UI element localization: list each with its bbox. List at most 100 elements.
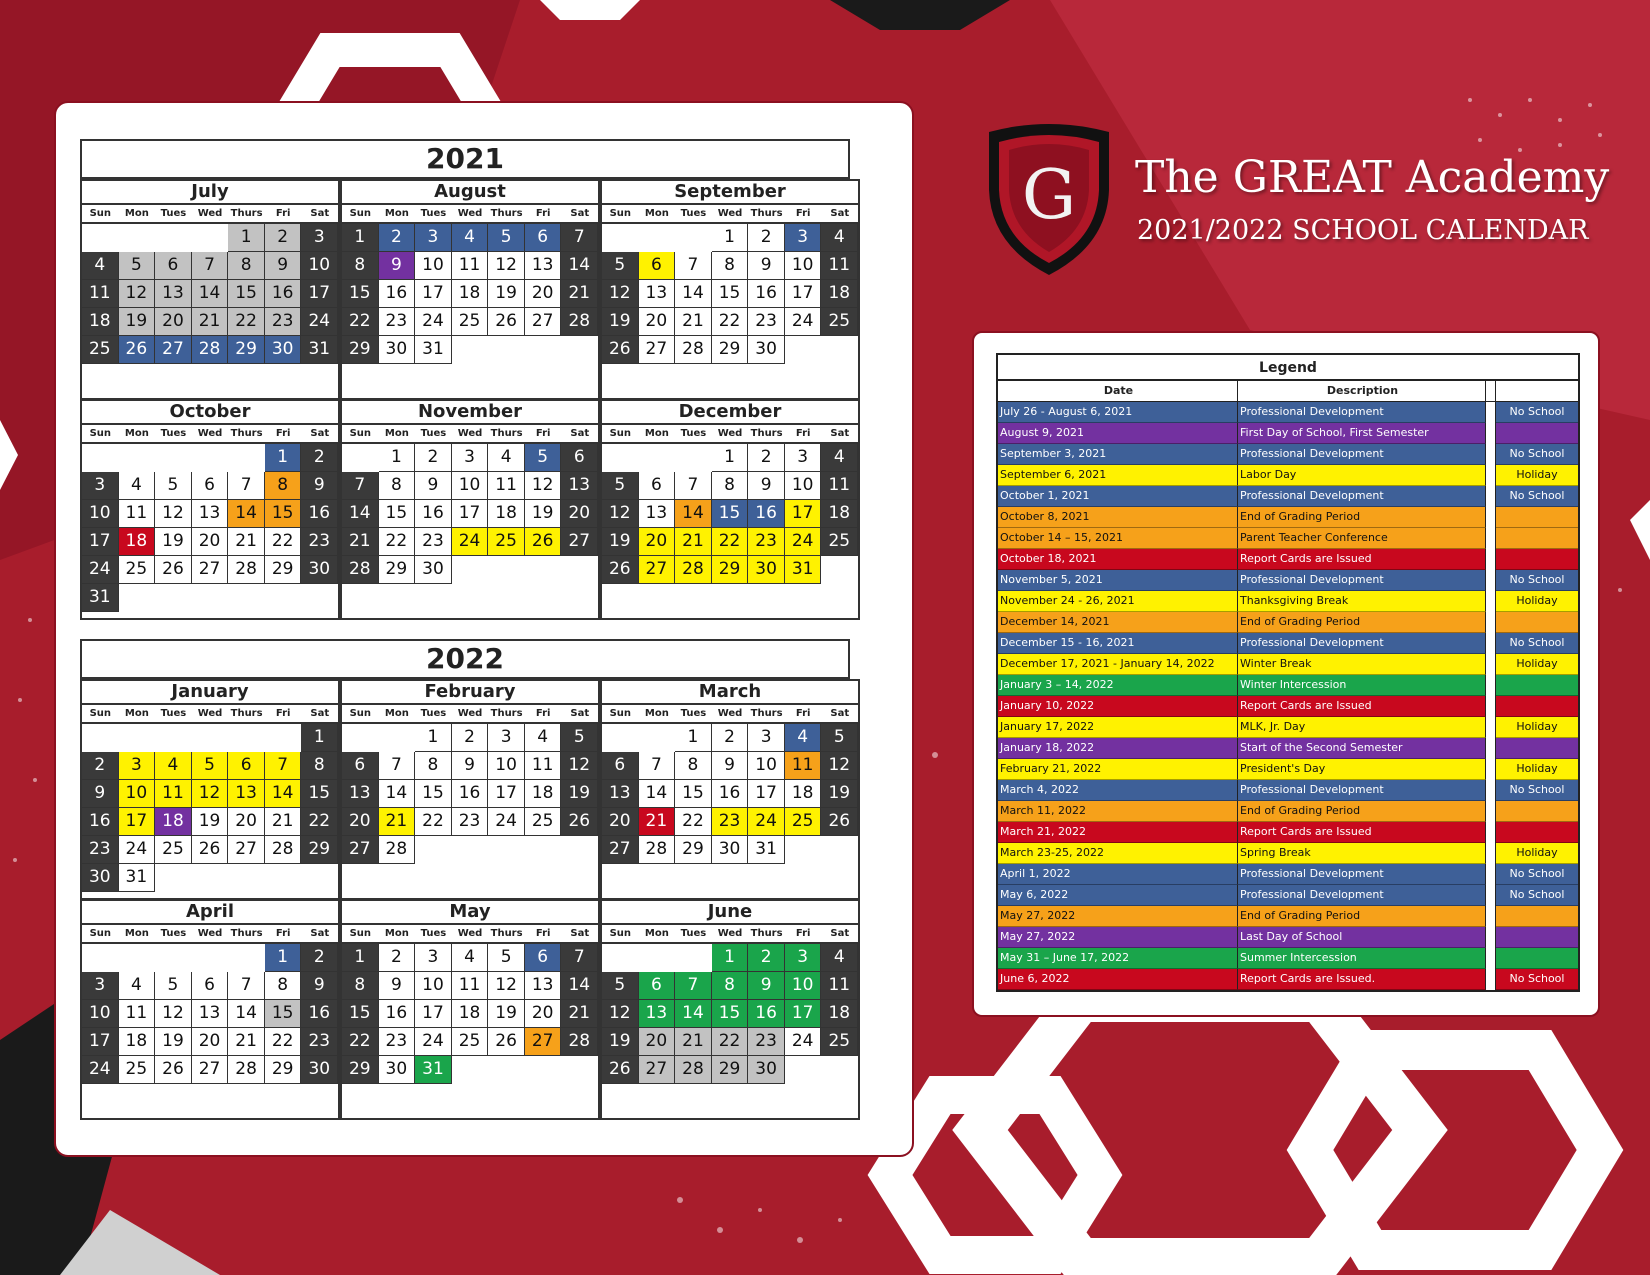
legend-row: December 15 - 16, 2021 Professional Devel… bbox=[998, 633, 1578, 654]
day-cell: 22 bbox=[378, 528, 416, 556]
day-cell: 10 bbox=[415, 252, 452, 280]
month-name: September bbox=[602, 181, 858, 205]
day-cell: 16 bbox=[301, 1000, 339, 1028]
legend-date: January 17, 2022 bbox=[998, 717, 1238, 738]
day-cell: 5 bbox=[561, 724, 599, 752]
weekday-label: Mon bbox=[384, 208, 409, 219]
empty-day-cell bbox=[675, 224, 712, 252]
day-cell: 2 bbox=[301, 444, 339, 472]
legend-date: February 21, 2022 bbox=[998, 759, 1238, 780]
day-cell: 13 bbox=[342, 780, 379, 808]
day-cell: 26 bbox=[155, 556, 192, 584]
weekday-label: Thurs bbox=[230, 928, 263, 939]
empty-day-cell bbox=[452, 556, 489, 584]
day-cell: 22 bbox=[415, 808, 452, 836]
legend-row: October 14 – 15, 2021 Parent Teacher Conf… bbox=[998, 528, 1578, 549]
day-cell: 10 bbox=[748, 752, 785, 780]
day-cell: 8 bbox=[264, 472, 302, 500]
legend-date: March 4, 2022 bbox=[998, 780, 1238, 801]
legend-row: November 5, 2021 Professional Development… bbox=[998, 570, 1578, 591]
day-cell: 15 bbox=[228, 280, 265, 308]
day-cell: 2 bbox=[748, 944, 785, 972]
day-cell: 4 bbox=[821, 224, 859, 252]
empty-day-cell bbox=[821, 336, 858, 364]
empty-day-cell bbox=[301, 864, 338, 892]
weekday-header-row: Sun Mon Tues Wed Thurs Fri Sat bbox=[602, 705, 858, 724]
weekday-label: Sat bbox=[570, 928, 590, 939]
day-cell: 28 bbox=[342, 556, 379, 584]
legend-description: Spring Break bbox=[1238, 843, 1486, 864]
day-cell: 22 bbox=[301, 808, 339, 836]
legend-description: Winter Break bbox=[1238, 654, 1486, 675]
day-cell: 19 bbox=[488, 1000, 525, 1028]
week-row: 19 20 21 22 23 24 25 bbox=[602, 308, 859, 336]
day-cell: 6 bbox=[191, 472, 229, 500]
day-cell: 5 bbox=[602, 472, 639, 500]
legend-status: No School bbox=[1496, 486, 1578, 507]
day-cell: 27 bbox=[191, 1056, 229, 1084]
legend-row: October 18, 2021 Report Cards are Issued bbox=[998, 549, 1578, 570]
legend-row: March 21, 2022 Report Cards are Issued bbox=[998, 822, 1578, 843]
day-cell: 11 bbox=[451, 252, 489, 280]
day-cell: 15 bbox=[378, 500, 416, 528]
week-row: 4 5 6 7 8 9 10 bbox=[82, 252, 339, 280]
day-cell: 25 bbox=[451, 308, 489, 336]
day-cell: 7 bbox=[675, 472, 712, 500]
legend-description: End of Grading Period bbox=[1238, 906, 1486, 927]
weekday-label: Wed bbox=[457, 928, 483, 939]
day-cell: 9 bbox=[82, 780, 119, 808]
day-cell: 18 bbox=[451, 280, 489, 308]
day-cell: 3 bbox=[784, 444, 822, 472]
month-name: November bbox=[342, 401, 598, 425]
day-cell: 25 bbox=[821, 528, 859, 556]
empty-day-cell bbox=[119, 584, 156, 612]
day-cell: 10 bbox=[82, 500, 119, 528]
day-cell: 20 bbox=[191, 528, 229, 556]
weekday-header-row: Sun Mon Tues Wed Thurs Fri Sat bbox=[82, 205, 338, 224]
legend-spacer bbox=[1486, 843, 1496, 864]
day-cell: 30 bbox=[711, 836, 749, 864]
legend-row: January 3 – 14, 2022 Winter Intercession bbox=[998, 675, 1578, 696]
empty-day-cell bbox=[155, 944, 192, 972]
day-cell: 22 bbox=[711, 1028, 749, 1056]
legend-description: Professional Development bbox=[1238, 885, 1486, 906]
day-cell: 17 bbox=[415, 280, 452, 308]
day-cell: 10 bbox=[415, 972, 452, 1000]
legend-description: Thanksgiving Break bbox=[1238, 591, 1486, 612]
day-cell: 21 bbox=[264, 808, 302, 836]
weekday-label: Sat bbox=[570, 708, 590, 719]
day-cell: 16 bbox=[451, 780, 489, 808]
day-cell: 14 bbox=[342, 500, 379, 528]
week-row: 14 15 16 17 18 19 20 bbox=[342, 500, 599, 528]
day-cell: 4 bbox=[118, 472, 156, 500]
day-cell: 4 bbox=[451, 944, 489, 972]
day-cell: 11 bbox=[821, 472, 859, 500]
weekday-label: Mon bbox=[384, 428, 409, 439]
legend-row: August 9, 2021 First Day of School, First… bbox=[998, 423, 1578, 444]
legend-status: No School bbox=[1496, 885, 1578, 906]
legend-row: September 6, 2021 Labor Day Holiday bbox=[998, 465, 1578, 486]
legend-spacer bbox=[1486, 948, 1496, 969]
day-cell: 9 bbox=[711, 752, 749, 780]
month-name: August bbox=[342, 181, 598, 205]
day-cell: 5 bbox=[821, 724, 859, 752]
weekday-label: Sun bbox=[609, 208, 632, 219]
legend-date: January 18, 2022 bbox=[998, 738, 1238, 759]
day-cell: 14 bbox=[675, 280, 712, 308]
day-cell: 16 bbox=[711, 780, 749, 808]
weekday-label: Sun bbox=[349, 208, 372, 219]
day-cell: 30 bbox=[378, 336, 416, 364]
month-march: March Sun Mon Tues Wed Thurs Fri Sat 1 2 3 4 5 6 7 8 9 10… bbox=[600, 679, 860, 900]
weekday-label: Sun bbox=[89, 428, 112, 439]
day-cell: 9 bbox=[748, 972, 785, 1000]
empty-day-cell bbox=[561, 1056, 598, 1084]
month-august: August Sun Mon Tues Wed Thurs Fri Sat 1 2 3 4 5 6 7 8 9 1… bbox=[340, 179, 600, 400]
weekday-label: Thurs bbox=[490, 928, 523, 939]
day-cell: 24 bbox=[451, 528, 489, 556]
day-cell: 21 bbox=[191, 308, 229, 336]
weekday-label: Sun bbox=[349, 428, 372, 439]
legend-status bbox=[1496, 675, 1578, 696]
day-cell: 2 bbox=[748, 224, 785, 252]
day-cell: 16 bbox=[82, 808, 119, 836]
